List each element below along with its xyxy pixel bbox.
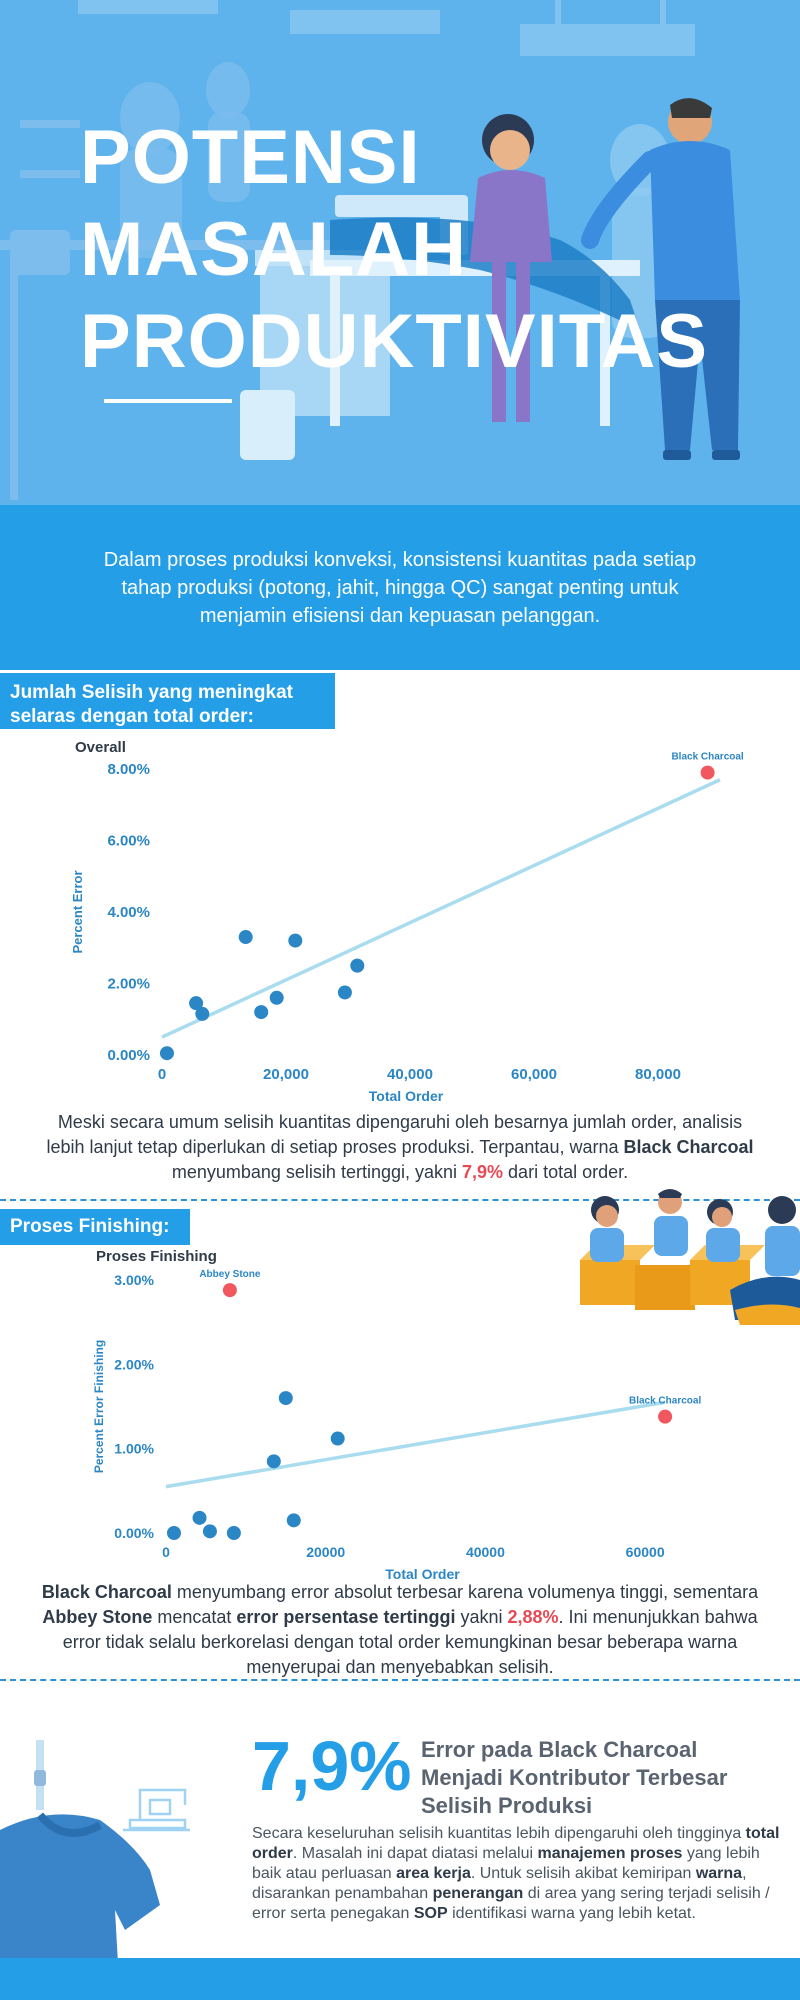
chart-title: Proses Finishing (96, 1248, 217, 1265)
section-tag-overall: Jumlah Selisih yang meningkat selaras de… (0, 673, 335, 729)
section2-text-d: mencatat (152, 1607, 237, 1627)
overall-scatter-chart: Overall 0.00% 2.00% 4.00% 6.00% 8.00% 0 20,000 4… (70, 739, 744, 1104)
section2-text-f: yakni (455, 1607, 508, 1627)
section2-text-g: 2,88% (507, 1607, 559, 1627)
point-label: Abbey Stone (199, 1269, 261, 1280)
highlight-point (222, 1283, 237, 1298)
data-point (166, 1526, 181, 1540)
y-tick-label: 4.00% (107, 904, 150, 921)
x-tick-label: 60,000 (511, 1066, 557, 1083)
x-axis-label: Total Order (385, 1566, 460, 1582)
y-tick-label: 2.00% (107, 976, 150, 993)
data-point (195, 1006, 210, 1021)
y-tick-label: 0.00% (107, 1047, 150, 1064)
section2-text-e: error persentase tertinggi (236, 1607, 456, 1627)
big-stat-headline: Error pada Black Charcoal Menjadi Kontri… (421, 1737, 728, 1818)
data-point (350, 958, 365, 973)
x-tick-label: 20,000 (263, 1066, 309, 1083)
tshirt-illustration (0, 1740, 190, 2000)
data-point (269, 990, 284, 1005)
hero-illustration (0, 0, 740, 500)
summary-text-12: SOP (413, 1905, 448, 1922)
y-tick-label: 2.00% (114, 1356, 154, 1372)
y-tick-label: 3.00% (114, 1272, 154, 1288)
point-label: Black Charcoal (671, 752, 743, 763)
x-tick-label: 40,000 (387, 1066, 433, 1083)
section2-text-b: menyumbang error absolut terbesar karena… (171, 1582, 759, 1602)
data-point (266, 1454, 281, 1469)
data-point (202, 1524, 217, 1539)
section1-text-e: dari total order. (503, 1162, 629, 1182)
summary-text-10: penerangan (432, 1885, 524, 1902)
summary-text-4: manajemen proses (537, 1845, 683, 1862)
section1-text-b: Black Charcoal (623, 1137, 754, 1157)
y-tick-label: 6.00% (107, 833, 150, 850)
data-point (192, 1510, 207, 1525)
section1-paragraph: Meski secara umum selisih kuantitas dipe… (45, 1110, 755, 1185)
x-tick-label: 0 (158, 1066, 166, 1083)
point-label: Black Charcoal (629, 1396, 701, 1407)
hero-banner: POTENSI MASALAH PRODUKTIVITAS (0, 0, 800, 505)
intro-band: Dalam proses produksi konveksi, konsiste… (0, 505, 800, 670)
section2-text-c: Abbey Stone (42, 1607, 153, 1627)
section1-text-d: 7,9% (462, 1162, 504, 1182)
section2-text-h: . Ini menunjukkan bahwa error tidak sela… (62, 1607, 758, 1677)
summary-text-13: identifikasi warna yang lebih ketat. (447, 1905, 696, 1922)
summary-text-5: yang lebih baik atau perluasan (252, 1845, 760, 1882)
x-tick-label: 80,000 (635, 1066, 681, 1083)
workers-illustration (580, 1189, 800, 1325)
chart-title: Overall (75, 739, 126, 756)
y-tick-label: 0.00% (114, 1525, 154, 1541)
data-point (337, 985, 352, 1000)
hero-underline (104, 399, 232, 403)
data-point (159, 1046, 174, 1061)
sewing-machine-icon (123, 1788, 190, 1832)
data-point (189, 996, 204, 1011)
y-tick-label: 1.00% (114, 1441, 154, 1457)
x-tick-label: 40000 (466, 1544, 505, 1560)
x-tick-label: 20000 (306, 1544, 345, 1560)
hero-title-line1: POTENSI (80, 115, 421, 200)
section-tag-finishing: Proses Finishing: (0, 1209, 190, 1245)
summary-text-7: . Untuk selisih akibat kemiripan (470, 1865, 696, 1882)
x-tick-label: 60000 (626, 1544, 665, 1560)
summary-text-6: area kerja (396, 1865, 471, 1882)
summary-paragraph: Secara keseluruhan selisih kuantitas leb… (252, 1824, 782, 1924)
summary-text-1: Secara keseluruhan selisih kuantitas leb… (252, 1825, 746, 1842)
y-axis-label: Percent Error (70, 870, 85, 953)
summary-text-9: , disarankan penambahan (252, 1865, 747, 1902)
data-point (286, 1513, 301, 1528)
summary-text-3: . Masalah ini dapat diatasi melalui (292, 1845, 538, 1862)
section1-text-a: Meski secara umum selisih kuantitas dipe… (46, 1112, 743, 1157)
summary-text-2: total order (252, 1825, 780, 1862)
section2-text-a: Black Charcoal (41, 1582, 172, 1602)
finishing-scatter-chart: Proses Finishing 0.00% 1.00% 2.00% 3.00% 0 200… (92, 1248, 701, 1582)
trendline (165, 1400, 666, 1489)
divider-2 (0, 1679, 800, 1681)
data-point (254, 1005, 269, 1020)
summary-text-8: warna (695, 1865, 743, 1882)
divider-1 (0, 1199, 800, 1201)
data-point (226, 1526, 241, 1540)
data-point (288, 933, 303, 948)
y-tick-label: 8.00% (107, 761, 150, 778)
hero-title-line2: MASALAH (80, 207, 467, 292)
hero-title: POTENSI MASALAH PRODUKTIVITAS (80, 112, 708, 388)
summary-text-11: di area yang sering terjadi selisih / er… (252, 1885, 770, 1922)
intro-text: Dalam proses produksi konveksi, konsiste… (103, 548, 697, 627)
data-point (238, 930, 253, 945)
trendline (161, 778, 721, 1039)
section2-paragraph: Black Charcoal menyumbang error absolut … (40, 1580, 760, 1680)
hero-title-line3: PRODUKTIVITAS (80, 299, 709, 384)
footer-bar (0, 1958, 800, 2000)
x-tick-label: 0 (162, 1544, 170, 1560)
y-axis-label: Percent Error Finishing (92, 1340, 106, 1473)
highlight-point (700, 765, 715, 780)
data-point (330, 1431, 345, 1446)
x-axis-label: Total Order (369, 1088, 444, 1104)
data-point (278, 1391, 293, 1406)
highlight-point (658, 1409, 673, 1424)
section1-text-c: menyumbang selisih tertinggi, yakni (171, 1162, 463, 1182)
big-stat-number: 7,9% (252, 1727, 412, 1805)
